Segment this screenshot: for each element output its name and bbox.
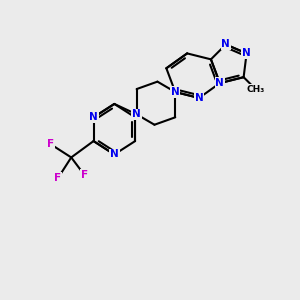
- Text: F: F: [54, 173, 61, 183]
- Text: N: N: [215, 78, 224, 88]
- Text: N: N: [132, 109, 141, 119]
- Text: N: N: [110, 149, 119, 160]
- Text: N: N: [221, 40, 230, 50]
- Text: CH₃: CH₃: [246, 85, 265, 94]
- Text: N: N: [171, 87, 180, 97]
- Text: N: N: [242, 48, 251, 59]
- Text: F: F: [81, 170, 88, 180]
- Text: N: N: [195, 93, 203, 103]
- Text: N: N: [89, 112, 98, 122]
- Text: F: F: [47, 139, 54, 149]
